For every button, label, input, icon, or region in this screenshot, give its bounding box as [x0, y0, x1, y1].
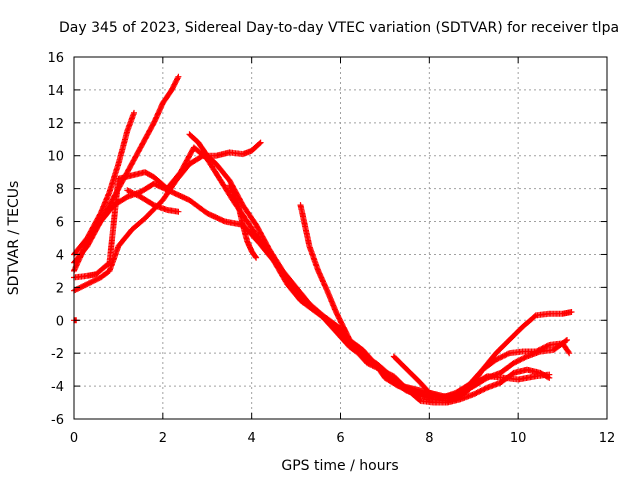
- data-markers: [226, 182, 260, 261]
- y-tick-label: -2: [51, 347, 64, 362]
- y-tick-label: 16: [47, 51, 64, 66]
- series-track-8: [226, 182, 260, 261]
- y-tick-label: 4: [56, 248, 64, 263]
- x-axis-label: GPS time / hours: [281, 458, 398, 474]
- data-markers: [297, 202, 553, 406]
- x-tick-label: 10: [510, 431, 527, 446]
- y-tick-label: 0: [56, 314, 64, 329]
- chart-title: Day 345 of 2023, Sidereal Day-to-day VTE…: [59, 20, 619, 36]
- data-series: [71, 73, 575, 406]
- x-tick-label: 12: [599, 431, 616, 446]
- data-markers: [71, 144, 553, 404]
- x-tick-label: 6: [336, 431, 344, 446]
- y-tick-label: -6: [51, 413, 64, 428]
- data-markers: [71, 180, 570, 401]
- grid-lines: [74, 57, 607, 419]
- y-tick-label: -4: [51, 380, 64, 395]
- y-tick-label: 8: [56, 183, 64, 198]
- x-tick-label: 0: [70, 431, 78, 446]
- y-tick-label: 10: [47, 150, 64, 165]
- y-tick-label: 6: [56, 216, 64, 231]
- x-tick-label: 2: [159, 431, 167, 446]
- series-track-10: [390, 340, 573, 401]
- y-tick-label: 12: [47, 117, 64, 132]
- data-markers: [390, 340, 573, 401]
- axis-ticks: 0 2 4 6 8 10 12 -6 -4 -2 0 2 4 6 8 10 12 14 16: [47, 51, 615, 446]
- x-tick-label: 4: [248, 431, 256, 446]
- series-track-9: [297, 202, 553, 406]
- series-track-4: [71, 180, 570, 401]
- y-axis-label: SDTVAR / TECUs: [6, 181, 22, 296]
- data-markers: [124, 187, 182, 215]
- series-track-5: [71, 144, 553, 404]
- y-tick-label: 2: [56, 281, 64, 296]
- y-tick-label: 14: [47, 84, 64, 99]
- x-tick-label: 8: [425, 431, 433, 446]
- series-track-6: [124, 187, 182, 215]
